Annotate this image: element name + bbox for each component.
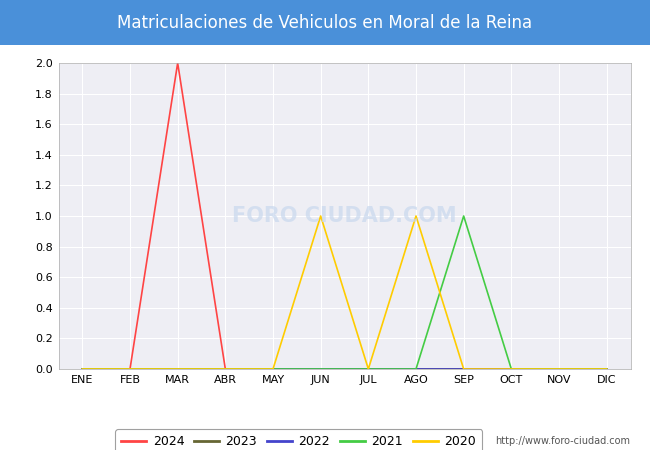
2020 [603, 366, 610, 372]
2024 [126, 366, 134, 372]
2020 [79, 366, 86, 372]
Text: FORO CIUDAD.COM: FORO CIUDAD.COM [232, 206, 457, 226]
2024 [365, 366, 372, 372]
2022 [460, 366, 467, 372]
2022 [222, 366, 229, 372]
2020 [317, 213, 324, 219]
Line: 2021: 2021 [83, 216, 606, 369]
2024 [603, 366, 610, 372]
2023 [317, 366, 324, 372]
2020 [126, 366, 134, 372]
2024 [222, 366, 229, 372]
2024 [460, 366, 467, 372]
2023 [603, 366, 610, 372]
2022 [174, 366, 181, 372]
Text: http://www.foro-ciudad.com: http://www.foro-ciudad.com [495, 436, 630, 446]
2020 [460, 366, 467, 372]
2022 [508, 366, 515, 372]
2023 [508, 366, 515, 372]
2022 [603, 366, 610, 372]
2020 [174, 366, 181, 372]
2023 [555, 366, 563, 372]
2023 [174, 366, 181, 372]
2020 [508, 366, 515, 372]
2023 [269, 366, 277, 372]
2024 [555, 366, 563, 372]
Text: Matriculaciones de Vehiculos en Moral de la Reina: Matriculaciones de Vehiculos en Moral de… [118, 14, 532, 32]
2023 [126, 366, 134, 372]
2024 [174, 60, 181, 66]
2021 [412, 366, 420, 372]
2020 [555, 366, 563, 372]
2023 [412, 366, 420, 372]
2022 [126, 366, 134, 372]
2021 [222, 366, 229, 372]
2023 [460, 366, 467, 372]
2020 [412, 213, 420, 219]
2020 [365, 366, 372, 372]
2021 [269, 366, 277, 372]
2022 [317, 366, 324, 372]
2024 [269, 366, 277, 372]
2024 [317, 366, 324, 372]
2023 [79, 366, 86, 372]
2021 [126, 366, 134, 372]
2024 [508, 366, 515, 372]
2021 [365, 366, 372, 372]
2021 [79, 366, 86, 372]
2024 [79, 366, 86, 372]
2022 [412, 366, 420, 372]
Line: 2024: 2024 [83, 63, 606, 369]
2023 [365, 366, 372, 372]
2023 [222, 366, 229, 372]
2021 [555, 366, 563, 372]
2022 [555, 366, 563, 372]
2024 [412, 366, 420, 372]
Legend: 2024, 2023, 2022, 2021, 2020: 2024, 2023, 2022, 2021, 2020 [115, 429, 482, 450]
2020 [222, 366, 229, 372]
2022 [269, 366, 277, 372]
2022 [79, 366, 86, 372]
2021 [174, 366, 181, 372]
2021 [317, 366, 324, 372]
Line: 2020: 2020 [83, 216, 606, 369]
2022 [365, 366, 372, 372]
2020 [269, 366, 277, 372]
2021 [603, 366, 610, 372]
2021 [508, 366, 515, 372]
2021 [460, 213, 467, 219]
